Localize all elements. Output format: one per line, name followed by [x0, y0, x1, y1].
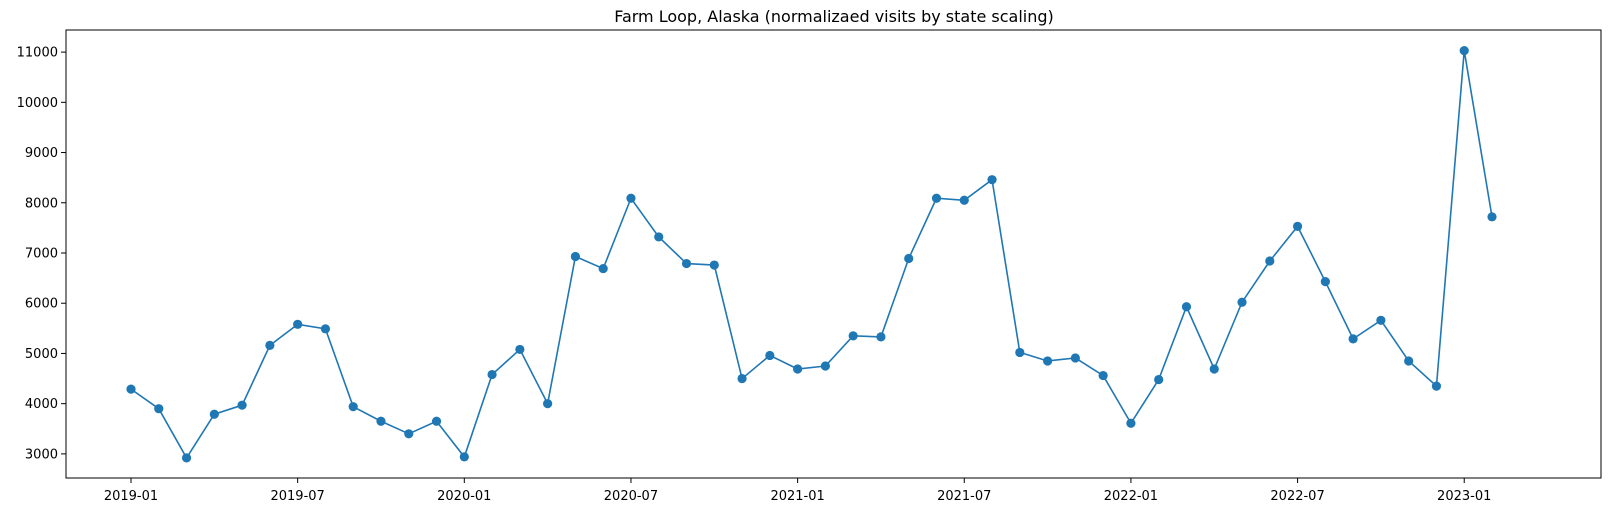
y-axis: 3000 4000 5000 6000 7000 8000 9000 10000 11000 [17, 46, 66, 462]
data-point-2019-04 [209, 409, 219, 419]
data-point-2020-03 [515, 344, 525, 355]
y-tick-label: 7000 [25, 246, 58, 261]
x-tick-label: 2021-07 [937, 489, 991, 504]
data-point-2020-05 [570, 251, 581, 262]
data-point-2022-03 [1181, 302, 1192, 312]
data-point-2021-02 [820, 361, 830, 371]
data-point-2021-08 [987, 175, 997, 185]
data-point-2020-12 [765, 350, 775, 361]
data-point-2021-01 [793, 364, 803, 374]
y-tick-label: 3000 [25, 447, 58, 462]
data-point-2022-09 [1348, 334, 1358, 344]
data-point-2021-03 [848, 331, 858, 341]
data-point-2020-02 [487, 369, 497, 380]
y-tick-label: 10000 [17, 96, 58, 111]
data-point-2022-06 [1265, 256, 1275, 266]
data-point-2019-07 [293, 319, 303, 329]
chart-title: Farm Loop, Alaska (normalizaed visits by… [614, 7, 1054, 26]
x-tick-label: 2019-07 [270, 489, 324, 504]
data-point-2020-08 [654, 232, 664, 242]
data-point-2023-02 [1487, 212, 1497, 222]
x-tick-label: 2020-01 [437, 489, 491, 504]
data-point-2020-09 [681, 258, 692, 269]
data-point-2021-11 [1070, 353, 1080, 363]
data-point-2019-06 [265, 340, 275, 351]
data-point-2019-03 [181, 453, 192, 463]
y-tick-label: 4000 [25, 397, 58, 412]
x-tick-label: 2019-01 [104, 489, 158, 504]
data-point-2022-10 [1376, 315, 1386, 325]
plot-frame [65, 29, 1602, 479]
data-point-2019-08 [320, 324, 331, 334]
data-point-2022-02 [1154, 374, 1164, 385]
y-tick-label: 8000 [25, 196, 58, 211]
data-point-2021-06 [931, 193, 942, 203]
data-point-2020-07 [626, 193, 636, 203]
data-point-2019-10 [376, 416, 386, 426]
y-tick-label: 9000 [25, 146, 58, 161]
data-point-2023-01 [1459, 45, 1469, 56]
data-point-2019-01 [126, 384, 136, 394]
data-point-2021-07 [959, 195, 969, 205]
x-axis: 2019-01 2019-07 2020-01 2020-07 2021-01 2021-… [104, 478, 1491, 504]
data-point-2021-12 [1098, 370, 1108, 381]
x-tick-label: 2022-07 [1270, 489, 1324, 504]
data-point-2021-04 [876, 332, 886, 342]
data-point-2020-01 [459, 452, 469, 462]
data-point-2019-12 [431, 416, 442, 426]
x-tick-label: 2022-01 [1104, 489, 1158, 504]
x-tick-label: 2020-07 [604, 489, 658, 504]
data-point-2019-02 [154, 404, 164, 414]
data-point-2021-09 [1015, 347, 1025, 358]
data-point-2022-04 [1209, 364, 1219, 374]
series-line [130, 50, 1493, 460]
data-point-2020-04 [543, 399, 553, 409]
series-points [126, 45, 1497, 463]
data-point-2019-09 [348, 402, 358, 412]
data-point-2020-06 [598, 263, 608, 274]
data-point-2019-11 [404, 429, 414, 439]
x-tick-label: 2023-01 [1437, 489, 1491, 504]
data-point-2022-05 [1237, 297, 1247, 307]
data-point-2020-10 [709, 260, 719, 270]
y-tick-label: 5000 [25, 347, 58, 362]
data-point-2019-05 [237, 400, 247, 410]
y-tick-label: 6000 [25, 297, 58, 312]
data-point-2022-01 [1126, 418, 1136, 428]
data-point-2021-10 [1042, 356, 1053, 366]
data-point-2020-11 [737, 373, 747, 384]
data-point-2022-12 [1431, 381, 1442, 391]
data-point-2022-11 [1404, 356, 1414, 366]
y-tick-label: 11000 [17, 46, 58, 61]
x-tick-label: 2021-01 [770, 489, 824, 504]
data-point-2022-08 [1320, 277, 1330, 287]
data-point-2021-05 [904, 253, 914, 264]
data-point-2022-07 [1292, 221, 1303, 231]
